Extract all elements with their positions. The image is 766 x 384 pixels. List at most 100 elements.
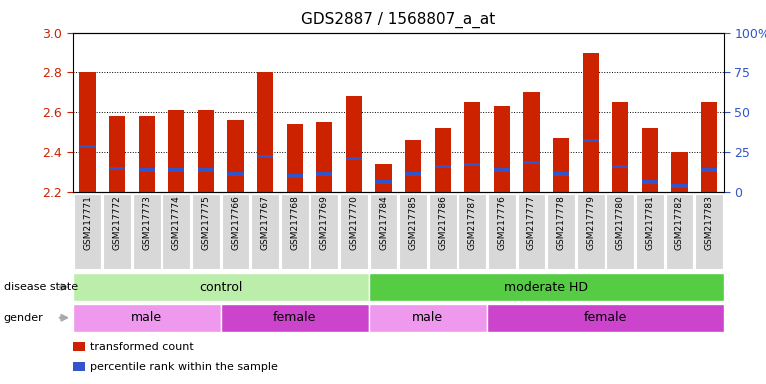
FancyBboxPatch shape xyxy=(221,304,368,331)
Text: GSM217769: GSM217769 xyxy=(320,195,329,250)
FancyBboxPatch shape xyxy=(696,194,723,269)
Text: gender: gender xyxy=(4,313,44,323)
Bar xyxy=(701,169,717,172)
Bar xyxy=(612,164,628,168)
Bar xyxy=(464,162,480,166)
FancyBboxPatch shape xyxy=(368,304,487,331)
Bar xyxy=(169,110,185,192)
Text: percentile rank within the sample: percentile rank within the sample xyxy=(90,361,277,372)
Bar xyxy=(405,172,421,176)
Text: GSM217785: GSM217785 xyxy=(408,195,417,250)
Text: GSM217772: GSM217772 xyxy=(113,195,122,250)
Bar xyxy=(671,152,688,192)
Bar xyxy=(228,120,244,192)
Text: GSM217778: GSM217778 xyxy=(557,195,565,250)
Bar xyxy=(375,164,391,192)
Bar xyxy=(434,128,451,192)
Text: GSM217771: GSM217771 xyxy=(83,195,92,250)
Text: female: female xyxy=(584,311,627,324)
FancyBboxPatch shape xyxy=(133,194,161,269)
Text: GSM217782: GSM217782 xyxy=(675,195,684,250)
Text: GSM217770: GSM217770 xyxy=(349,195,358,250)
FancyBboxPatch shape xyxy=(281,194,309,269)
Text: moderate HD: moderate HD xyxy=(504,281,588,293)
Bar xyxy=(257,73,273,192)
Bar xyxy=(405,140,421,192)
FancyBboxPatch shape xyxy=(221,194,250,269)
FancyBboxPatch shape xyxy=(399,194,427,269)
Text: GSM217777: GSM217777 xyxy=(527,195,536,250)
FancyBboxPatch shape xyxy=(666,194,693,269)
Text: GSM217784: GSM217784 xyxy=(379,195,388,250)
Text: GSM217776: GSM217776 xyxy=(497,195,506,250)
Bar xyxy=(523,93,539,192)
Text: male: male xyxy=(412,311,444,324)
Bar xyxy=(80,145,96,148)
FancyBboxPatch shape xyxy=(251,194,279,269)
Bar xyxy=(109,167,126,170)
Text: GSM217786: GSM217786 xyxy=(438,195,447,250)
Text: GDS2887 / 1568807_a_at: GDS2887 / 1568807_a_at xyxy=(301,12,496,28)
Bar xyxy=(701,103,717,192)
Bar xyxy=(286,174,303,178)
Text: transformed count: transformed count xyxy=(90,341,193,352)
Text: male: male xyxy=(131,311,162,324)
Bar xyxy=(257,154,273,158)
Bar xyxy=(139,169,155,172)
Text: disease state: disease state xyxy=(4,282,78,292)
Bar xyxy=(671,184,688,188)
FancyBboxPatch shape xyxy=(368,273,724,301)
Bar xyxy=(553,172,569,176)
Bar xyxy=(228,172,244,176)
Bar xyxy=(642,180,658,184)
Bar xyxy=(553,138,569,192)
Bar xyxy=(345,157,362,160)
Bar xyxy=(80,73,96,192)
Bar xyxy=(434,164,451,168)
FancyBboxPatch shape xyxy=(547,194,575,269)
Bar xyxy=(139,116,155,192)
Text: GSM217779: GSM217779 xyxy=(586,195,595,250)
FancyBboxPatch shape xyxy=(162,194,190,269)
Text: control: control xyxy=(199,281,242,293)
FancyBboxPatch shape xyxy=(192,194,220,269)
Bar xyxy=(523,161,539,164)
Bar xyxy=(169,169,185,172)
Text: GSM217768: GSM217768 xyxy=(290,195,300,250)
Bar xyxy=(583,139,599,142)
Bar xyxy=(316,122,332,192)
FancyBboxPatch shape xyxy=(370,194,398,269)
Bar xyxy=(198,169,214,172)
Bar xyxy=(316,172,332,176)
Bar xyxy=(612,103,628,192)
Bar xyxy=(494,106,510,192)
Bar xyxy=(345,96,362,192)
Bar xyxy=(109,116,126,192)
FancyBboxPatch shape xyxy=(487,304,724,331)
Bar xyxy=(198,110,214,192)
Text: GSM217783: GSM217783 xyxy=(705,195,714,250)
Text: GSM217775: GSM217775 xyxy=(201,195,211,250)
Bar xyxy=(642,128,658,192)
Text: female: female xyxy=(273,311,316,324)
Text: GSM217773: GSM217773 xyxy=(142,195,151,250)
Text: GSM217780: GSM217780 xyxy=(616,195,625,250)
FancyBboxPatch shape xyxy=(310,194,339,269)
FancyBboxPatch shape xyxy=(488,194,516,269)
FancyBboxPatch shape xyxy=(607,194,634,269)
FancyBboxPatch shape xyxy=(74,194,101,269)
FancyBboxPatch shape xyxy=(73,304,221,331)
FancyBboxPatch shape xyxy=(636,194,664,269)
Text: GSM217787: GSM217787 xyxy=(468,195,476,250)
Bar xyxy=(583,53,599,192)
FancyBboxPatch shape xyxy=(429,194,457,269)
FancyBboxPatch shape xyxy=(518,194,545,269)
FancyBboxPatch shape xyxy=(458,194,486,269)
Text: GSM217781: GSM217781 xyxy=(646,195,654,250)
FancyBboxPatch shape xyxy=(103,194,131,269)
Text: GSM217767: GSM217767 xyxy=(260,195,270,250)
Bar xyxy=(286,124,303,192)
FancyBboxPatch shape xyxy=(577,194,604,269)
Bar xyxy=(464,103,480,192)
FancyBboxPatch shape xyxy=(73,273,368,301)
